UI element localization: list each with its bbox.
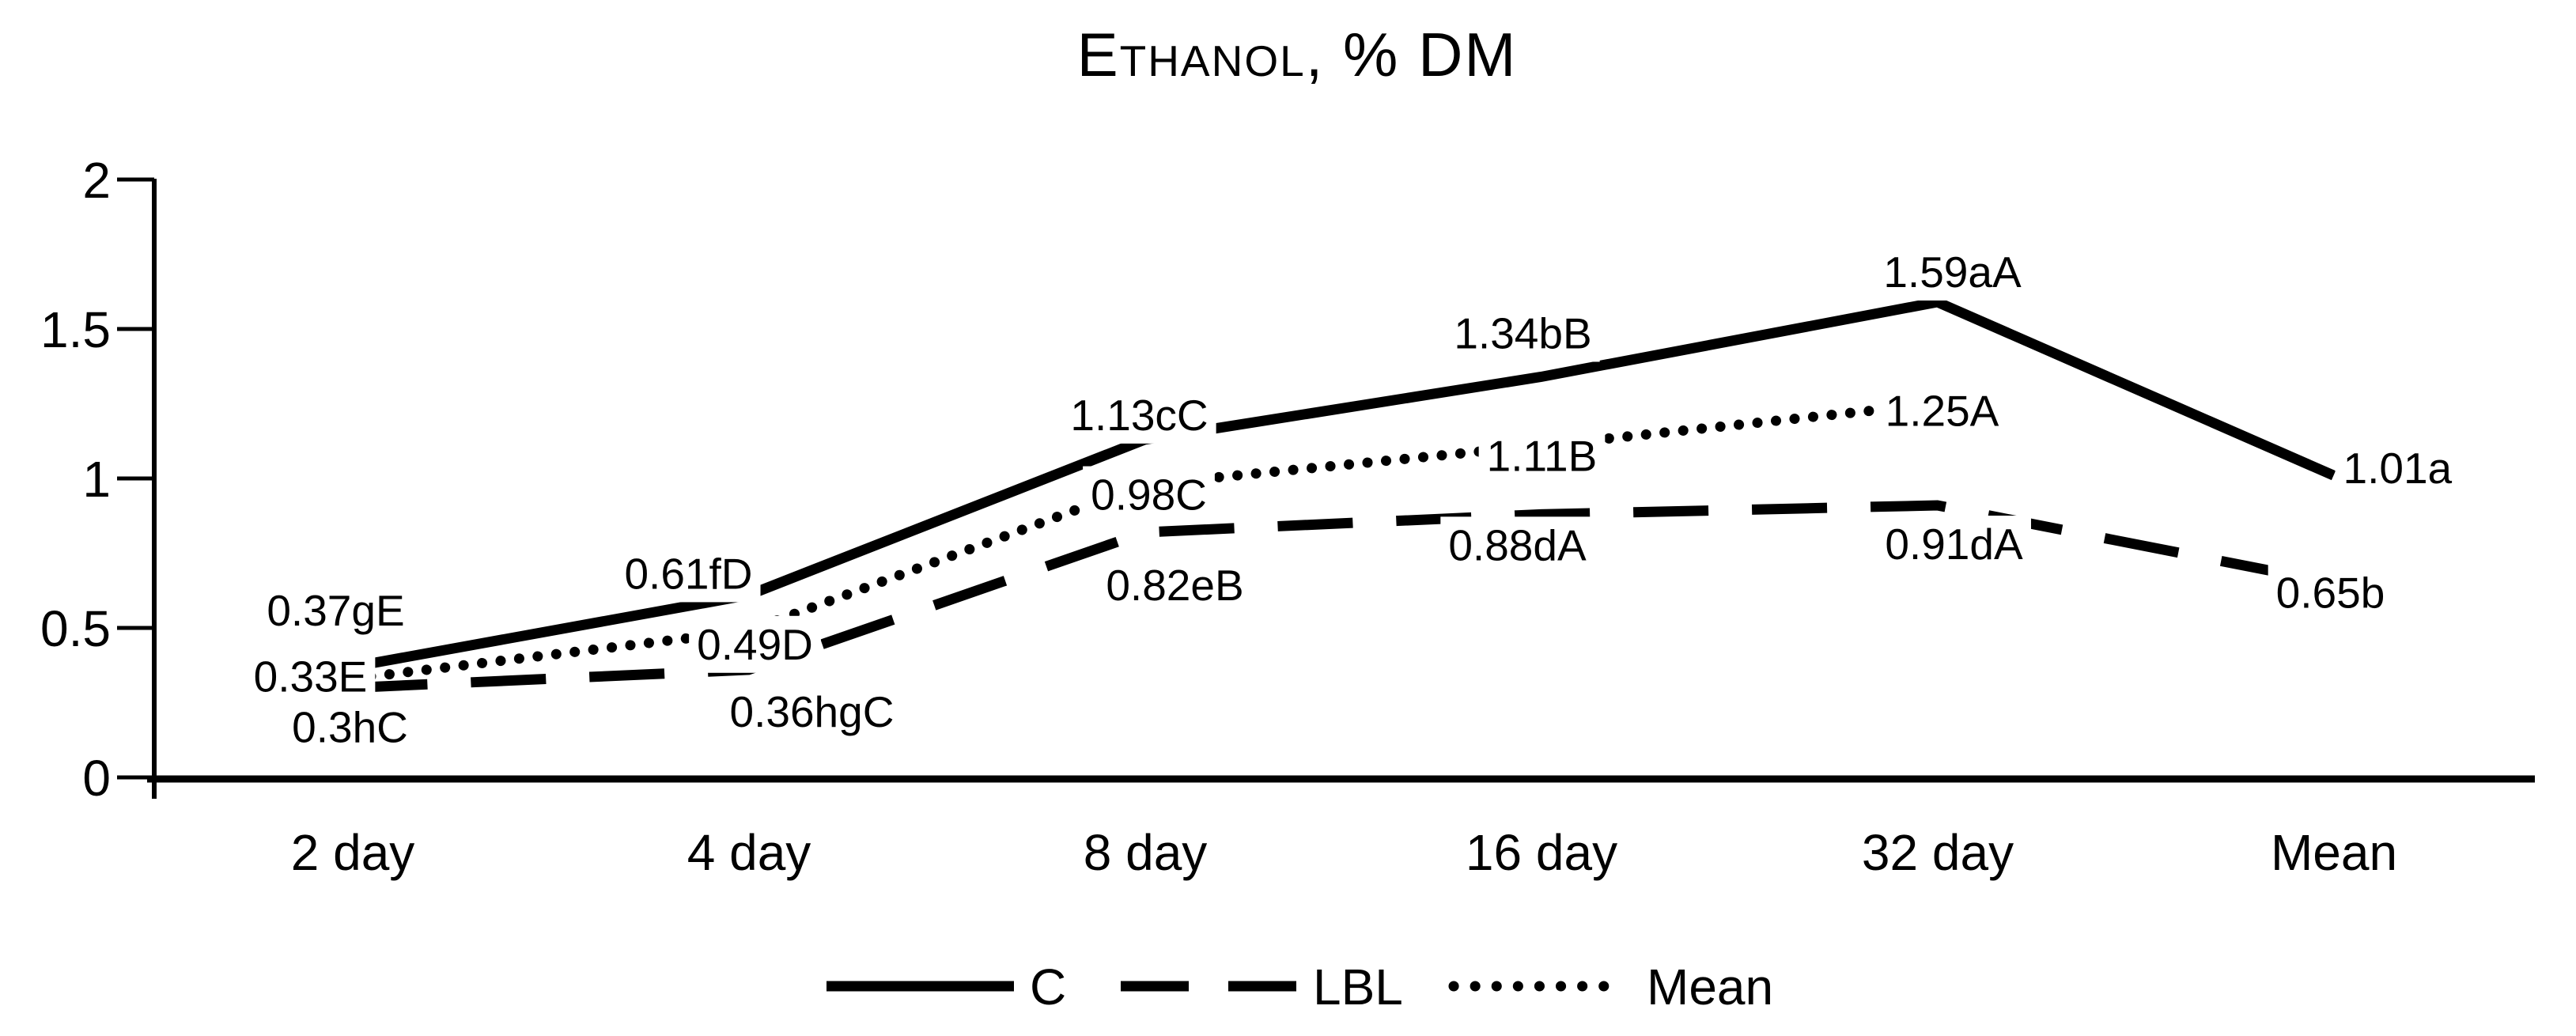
data-label-background	[1877, 516, 2031, 573]
data-label-background	[1083, 466, 1215, 524]
y-tick-label: 2	[82, 152, 111, 209]
data-label-background	[245, 648, 376, 705]
data-label: 0.49D	[697, 620, 813, 669]
data-label-background	[616, 545, 761, 603]
data-label: 1.59aA	[1883, 248, 2022, 297]
data-label: 0.36hgC	[730, 687, 895, 736]
x-axis-labels: 2 day 4 day 8 day 16 day 32 day Mean	[291, 824, 2397, 881]
data-label: 0.61fD	[624, 549, 752, 598]
x-category-label: 8 day	[1084, 824, 1208, 881]
x-category-label: 2 day	[291, 824, 415, 881]
data-label-background	[1062, 386, 1216, 444]
y-axis-labels: 0 0.5 1 1.5 2	[40, 152, 111, 807]
x-category-label: 32 day	[1862, 824, 2014, 881]
data-label-background	[2268, 564, 2393, 622]
data-label: 0.65b	[2276, 568, 2385, 617]
data-label-background	[1446, 304, 1600, 362]
data-label-background	[1440, 516, 1594, 574]
data-label-background	[721, 682, 902, 740]
data-label-background	[284, 698, 416, 756]
chart-title: Ethanol, % DM	[1077, 20, 1518, 89]
data-label-background	[1875, 243, 2029, 301]
data-label-background	[2335, 440, 2461, 497]
data-label: 0.98C	[1091, 471, 1207, 520]
data-label: 0.82eB	[1106, 561, 1243, 610]
legend-item-lbl: LBL	[1121, 958, 1403, 1015]
y-tick-label: 0.5	[40, 600, 111, 657]
data-label-background	[259, 582, 413, 640]
data-label: 1.25A	[1886, 387, 1999, 436]
legend: C LBL Mean	[827, 958, 1773, 1015]
x-category-label: Mean	[2271, 824, 2397, 881]
data-label-background	[1478, 427, 1606, 485]
data-label: 1.13cC	[1070, 391, 1208, 440]
y-tick-label: 0	[82, 750, 111, 807]
data-label: 0.37gE	[267, 586, 404, 635]
series-lines	[347, 297, 2336, 694]
data-label-background	[689, 615, 821, 673]
data-label: 1.01a	[2343, 444, 2453, 493]
legend-label-mean: Mean	[1647, 958, 1773, 1015]
legend-item-mean: Mean	[1448, 958, 1773, 1015]
legend-item-c: C	[827, 958, 1066, 1015]
x-category-label: 16 day	[1466, 824, 1617, 881]
data-label: 0.3hC	[292, 703, 408, 752]
data-label: 0.33E	[254, 652, 368, 701]
data-label-background	[1098, 557, 1252, 614]
axes	[117, 177, 2535, 799]
data-label-background	[1877, 382, 2007, 440]
data-labels: 0.37gE 0.61fD 1.13cC 1.34bB 1.59aA 1.01a 0.3hC…	[245, 243, 2461, 756]
y-tick-label: 1.5	[40, 301, 111, 358]
data-label: 1.11B	[1487, 431, 1598, 480]
y-tick-label: 1	[82, 451, 111, 508]
data-label: 0.88dA	[1448, 520, 1587, 569]
x-category-label: 4 day	[687, 824, 811, 881]
legend-label-lbl: LBL	[1313, 958, 1403, 1015]
legend-label-c: C	[1030, 958, 1066, 1015]
data-label: 0.91dA	[1885, 520, 2023, 569]
data-label: 1.34bB	[1454, 308, 1591, 357]
series-line-c	[351, 297, 2336, 672]
